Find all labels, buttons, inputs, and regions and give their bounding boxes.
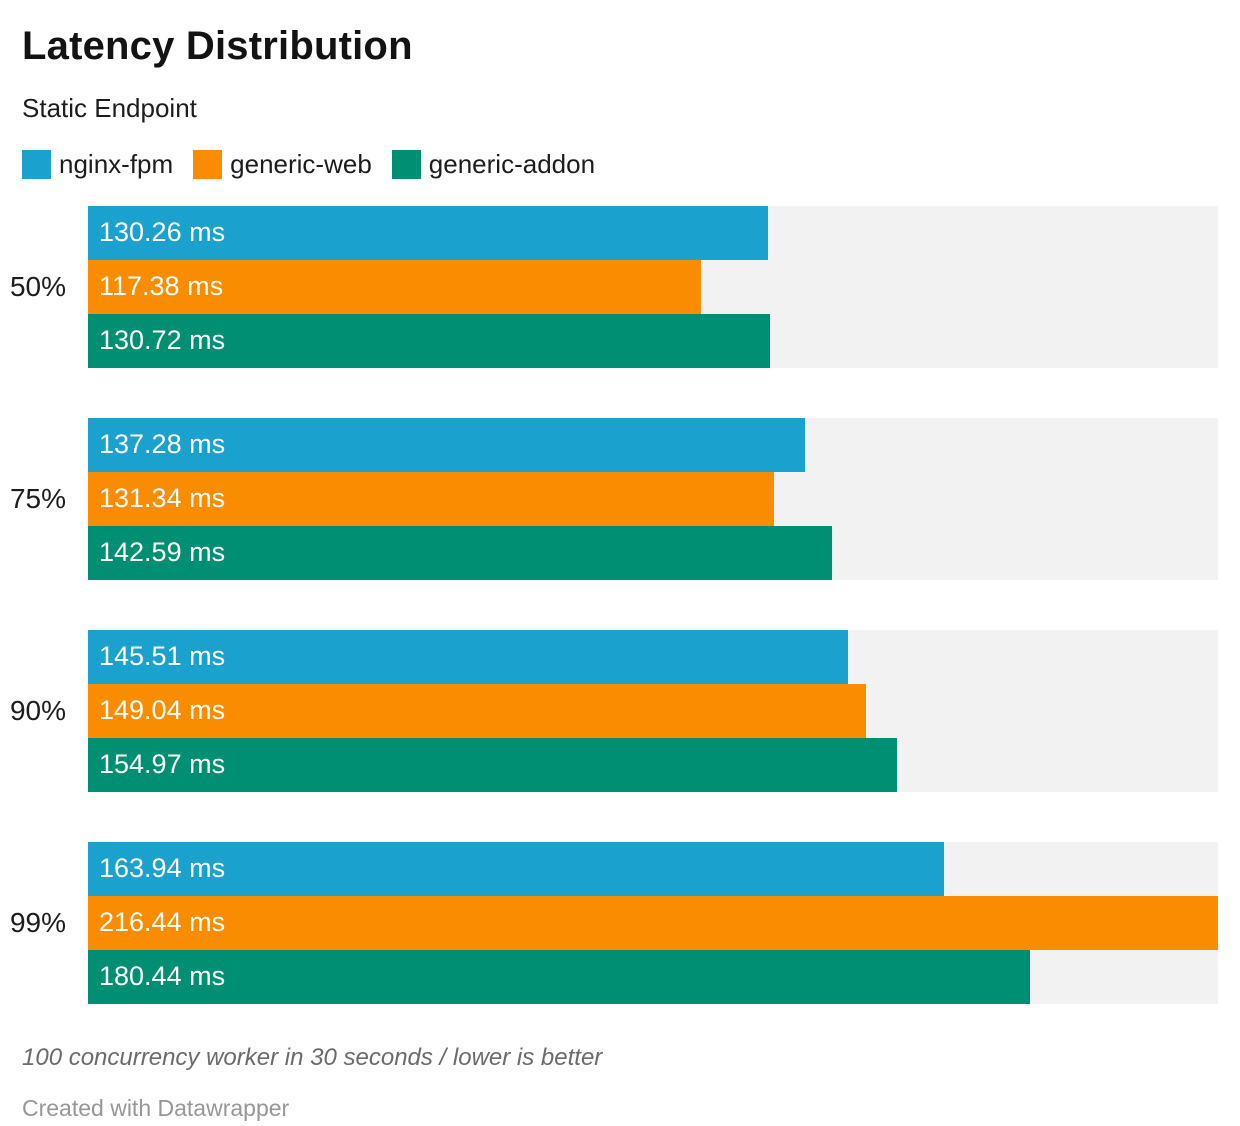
bar-track: 117.38 ms — [88, 259, 1218, 314]
category-label: 99% — [9, 906, 66, 938]
bar-track: 149.04 ms — [88, 683, 1218, 738]
legend-label: generic-web — [230, 149, 372, 180]
bar-track: 142.59 ms — [88, 525, 1218, 580]
bar-rows: 130.26 ms 117.38 ms 130.72 ms — [88, 205, 1218, 368]
bar-value-label: 180.44 ms — [99, 961, 226, 992]
bar-track: 180.44 ms — [88, 949, 1218, 1004]
legend-item-nginx-fpm: nginx-fpm — [22, 149, 174, 180]
bar-chart: 50% 130.26 ms 117.38 ms 130.72 ms 75% 137.28 … — [0, 205, 1240, 1004]
bar-track: 154.97 ms — [88, 737, 1218, 792]
bar-value-label: 145.51 ms — [99, 641, 226, 672]
bar-group-99%: 99% 163.94 ms 216.44 ms 180.44 ms — [0, 841, 1240, 1004]
datawrapper-attribution: Created with Datawrapper — [22, 1094, 290, 1121]
bar-generic-addon: 130.72 ms — [88, 313, 771, 368]
bar-rows: 145.51 ms 149.04 ms 154.97 ms — [88, 629, 1218, 792]
bar-group-50%: 50% 130.26 ms 117.38 ms 130.72 ms — [0, 205, 1240, 368]
bar-generic-web: 131.34 ms — [88, 471, 774, 526]
legend-swatch-icon — [22, 149, 51, 179]
chart-title: Latency Distribution — [22, 24, 413, 68]
bar-nginx-fpm: 145.51 ms — [88, 629, 848, 684]
bar-generic-web: 216.44 ms — [88, 895, 1218, 950]
legend: nginx-fpm generic-web generic-addon — [22, 149, 1218, 180]
category-label: 90% — [9, 694, 66, 726]
bar-track: 163.94 ms — [88, 841, 1218, 896]
bar-value-label: 142.59 ms — [99, 537, 226, 568]
bar-rows: 137.28 ms 131.34 ms 142.59 ms — [88, 417, 1218, 580]
legend-swatch-icon — [391, 149, 421, 179]
bar-value-label: 154.97 ms — [99, 749, 226, 780]
bar-nginx-fpm: 130.26 ms — [88, 205, 769, 260]
bar-track: 131.34 ms — [88, 471, 1218, 526]
bar-group-75%: 75% 137.28 ms 131.34 ms 142.59 ms — [0, 417, 1240, 580]
bar-value-label: 130.26 ms — [99, 217, 226, 248]
chart-header: Latency Distribution Static Endpoint ngi… — [0, 24, 1240, 179]
bar-track: 216.44 ms — [88, 895, 1218, 950]
bar-generic-web: 117.38 ms — [88, 259, 701, 314]
legend-label: nginx-fpm — [59, 149, 174, 180]
chart-subtitle: Static Endpoint — [22, 93, 197, 123]
legend-label: generic-addon — [428, 149, 596, 180]
bar-value-label: 137.28 ms — [99, 429, 226, 460]
bar-value-label: 130.72 ms — [99, 325, 226, 356]
bar-generic-addon: 180.44 ms — [88, 949, 1031, 1004]
bar-track: 130.72 ms — [88, 313, 1218, 368]
bar-nginx-fpm: 163.94 ms — [88, 841, 944, 896]
bar-track: 130.26 ms — [88, 205, 1218, 260]
category-label: 75% — [9, 482, 66, 514]
bar-nginx-fpm: 137.28 ms — [88, 417, 805, 472]
chart-footer: 100 concurrency worker in 30 seconds / l… — [0, 1004, 1240, 1122]
bar-value-label: 163.94 ms — [99, 853, 226, 884]
chart-notes: 100 concurrency worker in 30 seconds / l… — [22, 1043, 603, 1071]
bar-value-label: 216.44 ms — [99, 907, 226, 938]
bar-track: 145.51 ms — [88, 629, 1218, 684]
bar-value-label: 117.38 ms — [99, 271, 224, 302]
bar-value-label: 149.04 ms — [99, 695, 226, 726]
bar-value-label: 131.34 ms — [99, 483, 226, 514]
category-label: 50% — [9, 270, 66, 302]
bar-track: 137.28 ms — [88, 417, 1218, 472]
bar-generic-addon: 142.59 ms — [88, 525, 833, 580]
bar-group-90%: 90% 145.51 ms 149.04 ms 154.97 ms — [0, 629, 1240, 792]
bar-generic-addon: 154.97 ms — [88, 737, 898, 792]
legend-item-generic-web: generic-web — [193, 149, 372, 180]
legend-swatch-icon — [193, 149, 223, 179]
bar-generic-web: 149.04 ms — [88, 683, 867, 738]
bar-rows: 163.94 ms 216.44 ms 180.44 ms — [88, 841, 1218, 1004]
legend-item-generic-addon: generic-addon — [391, 149, 596, 180]
